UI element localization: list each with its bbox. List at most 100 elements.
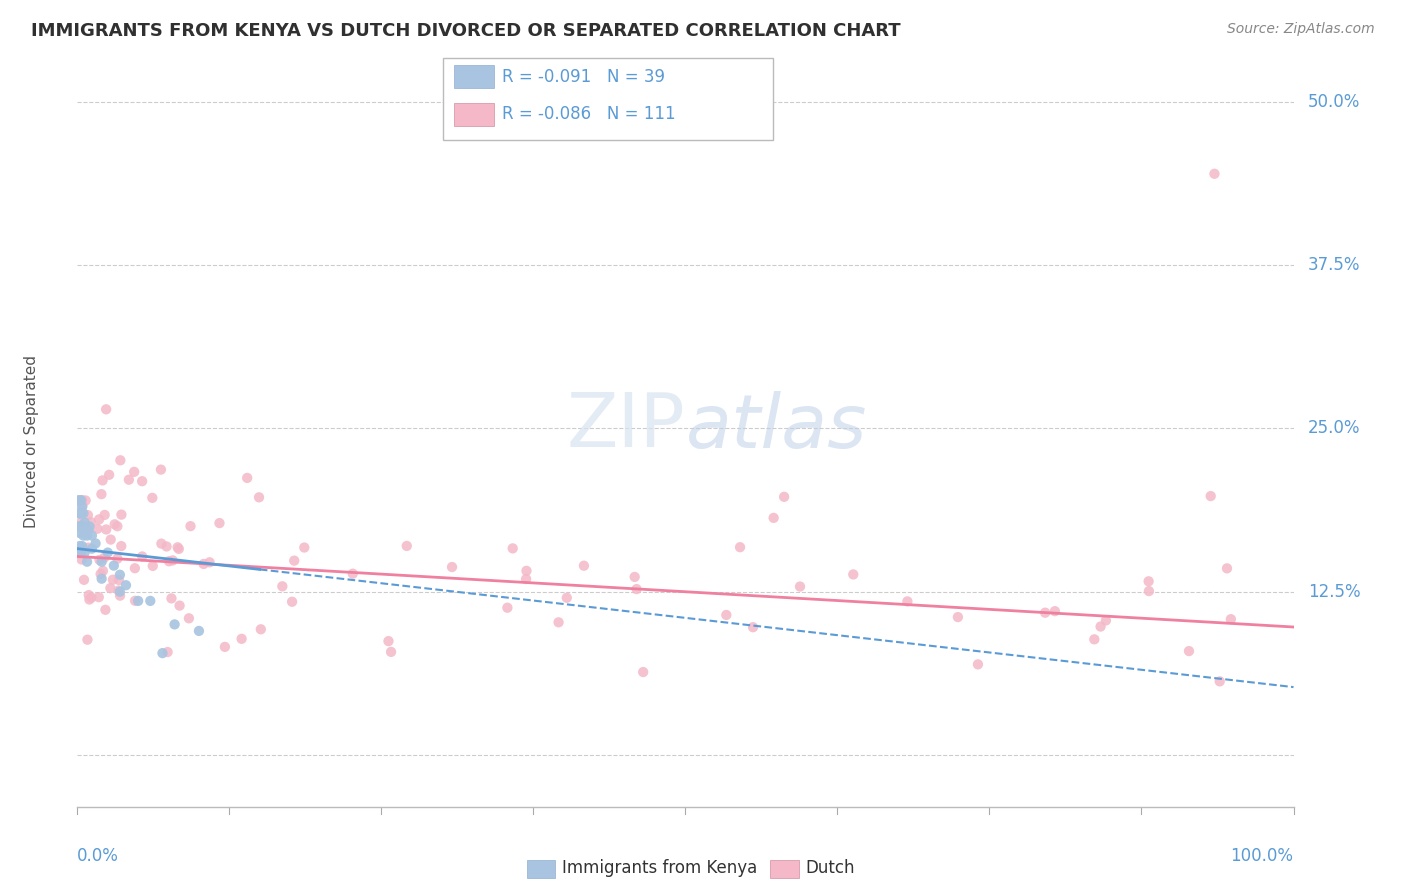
Point (124, 594, 146, 608)
Point (342, 566, 364, 581)
Text: IMMIGRANTS FROM KENYA VS DUTCH DIVORCED OR SEPARATED CORRELATION CHART: IMMIGRANTS FROM KENYA VS DUTCH DIVORCED … (31, 22, 901, 40)
Point (67, 545, 90, 559)
Point (967, 657, 990, 672)
Point (131, 474, 153, 488)
Point (90, 555, 112, 569)
Text: atlas: atlas (686, 391, 868, 463)
Point (89, 553, 111, 567)
Point (108, 573, 131, 587)
Text: R = -0.091   N = 39: R = -0.091 N = 39 (502, 68, 665, 86)
Point (94, 603, 117, 617)
Point (150, 536, 173, 550)
Point (380, 645, 402, 659)
Point (104, 517, 127, 532)
Point (1090, 619, 1112, 633)
Point (72, 507, 94, 521)
Point (70, 493, 93, 508)
Point (69, 526, 91, 541)
Point (1178, 644, 1201, 658)
Point (103, 558, 125, 573)
Point (80, 591, 103, 605)
Point (69, 507, 91, 521)
Point (105, 519, 128, 533)
Point (100, 581, 122, 595)
Point (139, 594, 162, 608)
Text: Divorced or Separated: Divorced or Separated (24, 355, 38, 528)
Point (70, 519, 93, 533)
Point (97, 545, 120, 559)
Point (110, 453, 132, 467)
Point (80, 528, 103, 542)
Text: Source: ZipAtlas.com: Source: ZipAtlas.com (1227, 22, 1375, 37)
Point (86, 522, 108, 536)
Point (441, 560, 464, 574)
Point (93, 508, 115, 522)
Point (1204, 167, 1226, 181)
Point (1199, 489, 1222, 503)
Point (70, 507, 93, 521)
Point (70, 516, 93, 530)
Point (789, 580, 811, 594)
Point (80, 515, 103, 529)
Point (79, 592, 101, 607)
Point (77, 524, 100, 538)
Point (177, 611, 200, 625)
Text: 37.5%: 37.5% (1308, 256, 1361, 274)
Point (773, 490, 796, 504)
Point (155, 540, 177, 554)
Point (70, 500, 93, 514)
Text: 50.0%: 50.0% (1308, 93, 1361, 111)
Point (502, 541, 524, 556)
Point (110, 508, 132, 522)
Point (946, 610, 969, 624)
Point (90, 487, 112, 501)
Point (149, 462, 172, 476)
Point (1083, 632, 1105, 647)
Point (141, 491, 163, 505)
Point (70, 493, 93, 508)
Point (69, 539, 91, 553)
Point (67, 519, 90, 533)
Point (156, 645, 179, 659)
Point (163, 617, 186, 632)
Point (1095, 614, 1118, 628)
Point (69, 544, 91, 558)
Point (1033, 606, 1056, 620)
Point (1137, 584, 1160, 599)
Point (623, 570, 645, 584)
Point (1137, 574, 1160, 589)
Point (728, 540, 751, 554)
Text: 0.0%: 0.0% (77, 847, 120, 865)
Point (231, 632, 253, 646)
Point (377, 634, 399, 648)
Point (76, 555, 98, 569)
Point (108, 567, 131, 582)
Point (515, 572, 537, 586)
Point (626, 582, 648, 596)
Text: Dutch: Dutch (806, 859, 855, 877)
Point (91, 564, 114, 578)
Point (84, 536, 107, 550)
Point (1216, 561, 1239, 575)
Point (77, 588, 100, 602)
Point (131, 549, 153, 564)
Point (98, 467, 121, 482)
Point (73, 545, 96, 559)
Point (208, 516, 231, 530)
Point (124, 561, 146, 575)
Point (631, 665, 654, 679)
Point (160, 591, 183, 606)
Point (77, 508, 100, 522)
Point (283, 554, 305, 568)
Point (79, 519, 101, 533)
Point (167, 541, 190, 556)
Point (1043, 604, 1066, 618)
Point (118, 473, 141, 487)
Point (75, 493, 97, 508)
Text: 25.0%: 25.0% (1308, 419, 1361, 437)
Point (515, 564, 537, 578)
Text: R = -0.086   N = 111: R = -0.086 N = 111 (502, 105, 675, 123)
Point (842, 567, 865, 582)
Point (80, 541, 103, 556)
Point (157, 554, 180, 568)
